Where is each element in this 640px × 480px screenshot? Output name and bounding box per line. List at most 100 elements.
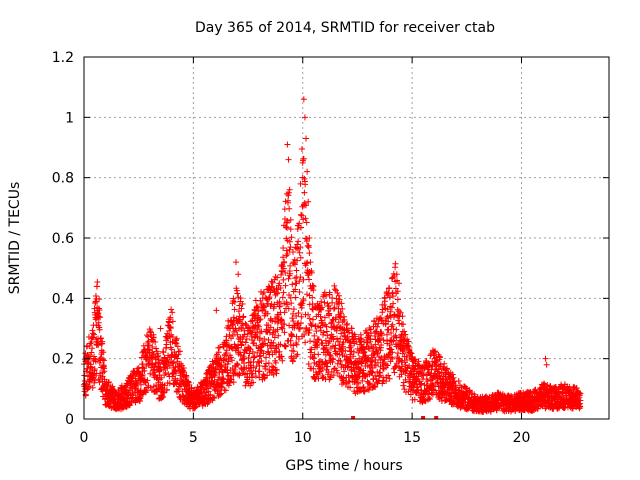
y-tick-label: 0.4 [52, 291, 74, 307]
data-point [287, 262, 294, 269]
data-point [334, 290, 341, 297]
y-tick-label: 0 [65, 412, 74, 428]
data-point [450, 374, 457, 381]
data-point [256, 362, 263, 369]
data-point [270, 329, 277, 336]
data-point [270, 287, 277, 294]
data-point [301, 114, 308, 121]
data-point [330, 365, 337, 372]
data-point [319, 365, 326, 372]
data-point [93, 298, 100, 305]
data-point [341, 316, 348, 323]
zero-marker [421, 416, 426, 419]
data-point [228, 354, 235, 361]
data-point [242, 339, 249, 346]
data-point [390, 300, 397, 307]
data-point [282, 343, 289, 350]
data-point [292, 294, 299, 301]
data-point [278, 353, 285, 360]
data-point [146, 342, 153, 349]
data-point [284, 217, 291, 224]
data-point [305, 242, 312, 249]
data-point [344, 320, 351, 327]
data-point [223, 350, 230, 357]
data-point [263, 354, 270, 361]
data-point [287, 226, 294, 233]
data-point [298, 212, 305, 219]
data-point [296, 220, 303, 227]
data-point [394, 306, 401, 313]
data-point [256, 368, 263, 375]
data-point [426, 361, 433, 368]
data-point [303, 260, 310, 267]
data-point [290, 342, 297, 349]
data-point [248, 374, 255, 381]
data-point [260, 371, 267, 378]
data-point [274, 274, 281, 281]
data-point [333, 327, 340, 334]
data-point [329, 294, 336, 301]
data-point [302, 339, 309, 346]
data-point [449, 371, 456, 378]
data-point [269, 351, 276, 358]
data-point [249, 328, 256, 335]
data-point [406, 349, 413, 356]
data-point [334, 360, 341, 367]
data-point [405, 343, 412, 350]
data-point [275, 286, 282, 293]
data-point [358, 335, 365, 342]
data-point [293, 267, 300, 274]
data-point [296, 249, 303, 256]
data-point [311, 332, 318, 339]
data-point [302, 202, 309, 209]
data-point [156, 376, 163, 383]
data-point [277, 341, 284, 348]
data-point [302, 181, 309, 188]
data-point [292, 286, 299, 293]
data-point [160, 393, 167, 400]
data-point [407, 391, 414, 398]
data-point [372, 341, 379, 348]
data-point [161, 382, 168, 389]
data-point [411, 396, 418, 403]
data-point [381, 301, 388, 308]
data-point [297, 274, 304, 281]
data-point [437, 361, 444, 368]
data-point [91, 366, 98, 373]
data-point [81, 380, 88, 387]
data-point [368, 359, 375, 366]
data-point [256, 335, 263, 342]
data-point [337, 310, 344, 317]
data-point [99, 340, 106, 347]
data-point [298, 224, 305, 231]
data-point [281, 309, 288, 316]
data-point [181, 369, 188, 376]
data-point [278, 317, 285, 324]
data-point [294, 257, 301, 264]
data-point [298, 313, 305, 320]
data-point [388, 329, 395, 336]
data-point [293, 312, 300, 319]
data-point [369, 365, 376, 372]
data-point [300, 155, 307, 162]
data-point [385, 372, 392, 379]
data-point [92, 298, 99, 305]
data-point [254, 349, 261, 356]
data-point [381, 298, 388, 305]
data-point [260, 304, 267, 311]
data-point [412, 356, 419, 363]
data-point [101, 357, 108, 364]
data-point [347, 358, 354, 365]
data-point [436, 354, 443, 361]
data-point [527, 389, 534, 396]
data-point [152, 339, 159, 346]
data-point [226, 331, 233, 338]
data-point [154, 388, 161, 395]
data-point [285, 156, 292, 163]
data-point [306, 276, 313, 283]
data-point [284, 224, 291, 231]
data-point [236, 372, 243, 379]
data-point [250, 379, 257, 386]
data-point [361, 388, 368, 395]
data-point [169, 309, 176, 316]
